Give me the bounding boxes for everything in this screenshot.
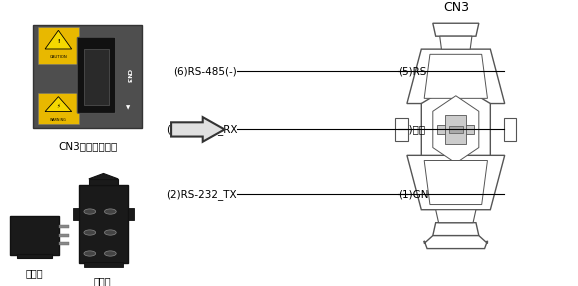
Bar (59, 225, 69, 228)
Polygon shape (440, 36, 472, 49)
Polygon shape (433, 223, 479, 236)
Text: (6)RS-485(-): (6)RS-485(-) (173, 66, 237, 76)
Circle shape (105, 209, 116, 214)
Text: CN3连接器（母）: CN3连接器（母） (58, 141, 117, 151)
Bar (10, 216, 59, 255)
Text: CAUTION: CAUTION (50, 55, 67, 59)
Polygon shape (424, 236, 487, 249)
Bar (59, 234, 69, 237)
Polygon shape (45, 97, 72, 112)
Polygon shape (424, 160, 487, 204)
Polygon shape (421, 83, 490, 176)
Bar (59, 242, 69, 245)
Polygon shape (407, 49, 505, 104)
Bar (17, 254, 51, 258)
Bar (84, 49, 109, 105)
Bar (503, 118, 516, 141)
Text: ▼: ▼ (126, 105, 130, 110)
Bar (79, 185, 128, 263)
Text: CN3: CN3 (125, 69, 131, 84)
Bar (84, 262, 123, 267)
Text: (1)GND: (1)GND (398, 189, 437, 199)
Polygon shape (89, 174, 118, 179)
Bar (446, 115, 466, 144)
Bar (395, 118, 408, 141)
Text: 侧面图: 侧面图 (25, 268, 43, 278)
Bar (38, 27, 79, 64)
Polygon shape (45, 30, 72, 49)
Bar (73, 208, 79, 220)
Text: (4)RS-232_RX: (4)RS-232_RX (166, 124, 237, 135)
Text: CN3: CN3 (443, 1, 469, 14)
Circle shape (105, 251, 116, 256)
Text: (2)RS-232_TX: (2)RS-232_TX (166, 189, 237, 200)
Polygon shape (171, 117, 225, 142)
Text: !: ! (57, 39, 60, 44)
Bar (38, 93, 79, 124)
Polygon shape (433, 96, 479, 163)
Text: (5)RS-485(+): (5)RS-485(+) (398, 66, 467, 76)
Polygon shape (424, 54, 487, 98)
Text: ⚡: ⚡ (57, 104, 60, 108)
Circle shape (84, 230, 96, 235)
Bar (33, 25, 142, 128)
Polygon shape (407, 155, 505, 210)
Text: 背面图: 背面图 (93, 276, 111, 286)
Bar (449, 126, 463, 132)
Bar (128, 208, 134, 220)
Polygon shape (436, 210, 476, 223)
Circle shape (105, 230, 116, 235)
Text: WARNING: WARNING (50, 118, 67, 122)
Polygon shape (433, 23, 479, 36)
Text: (3)保留: (3)保留 (398, 124, 425, 134)
Bar (89, 179, 118, 185)
FancyBboxPatch shape (77, 37, 116, 113)
Circle shape (84, 209, 96, 214)
Bar (438, 125, 474, 134)
Circle shape (84, 251, 96, 256)
